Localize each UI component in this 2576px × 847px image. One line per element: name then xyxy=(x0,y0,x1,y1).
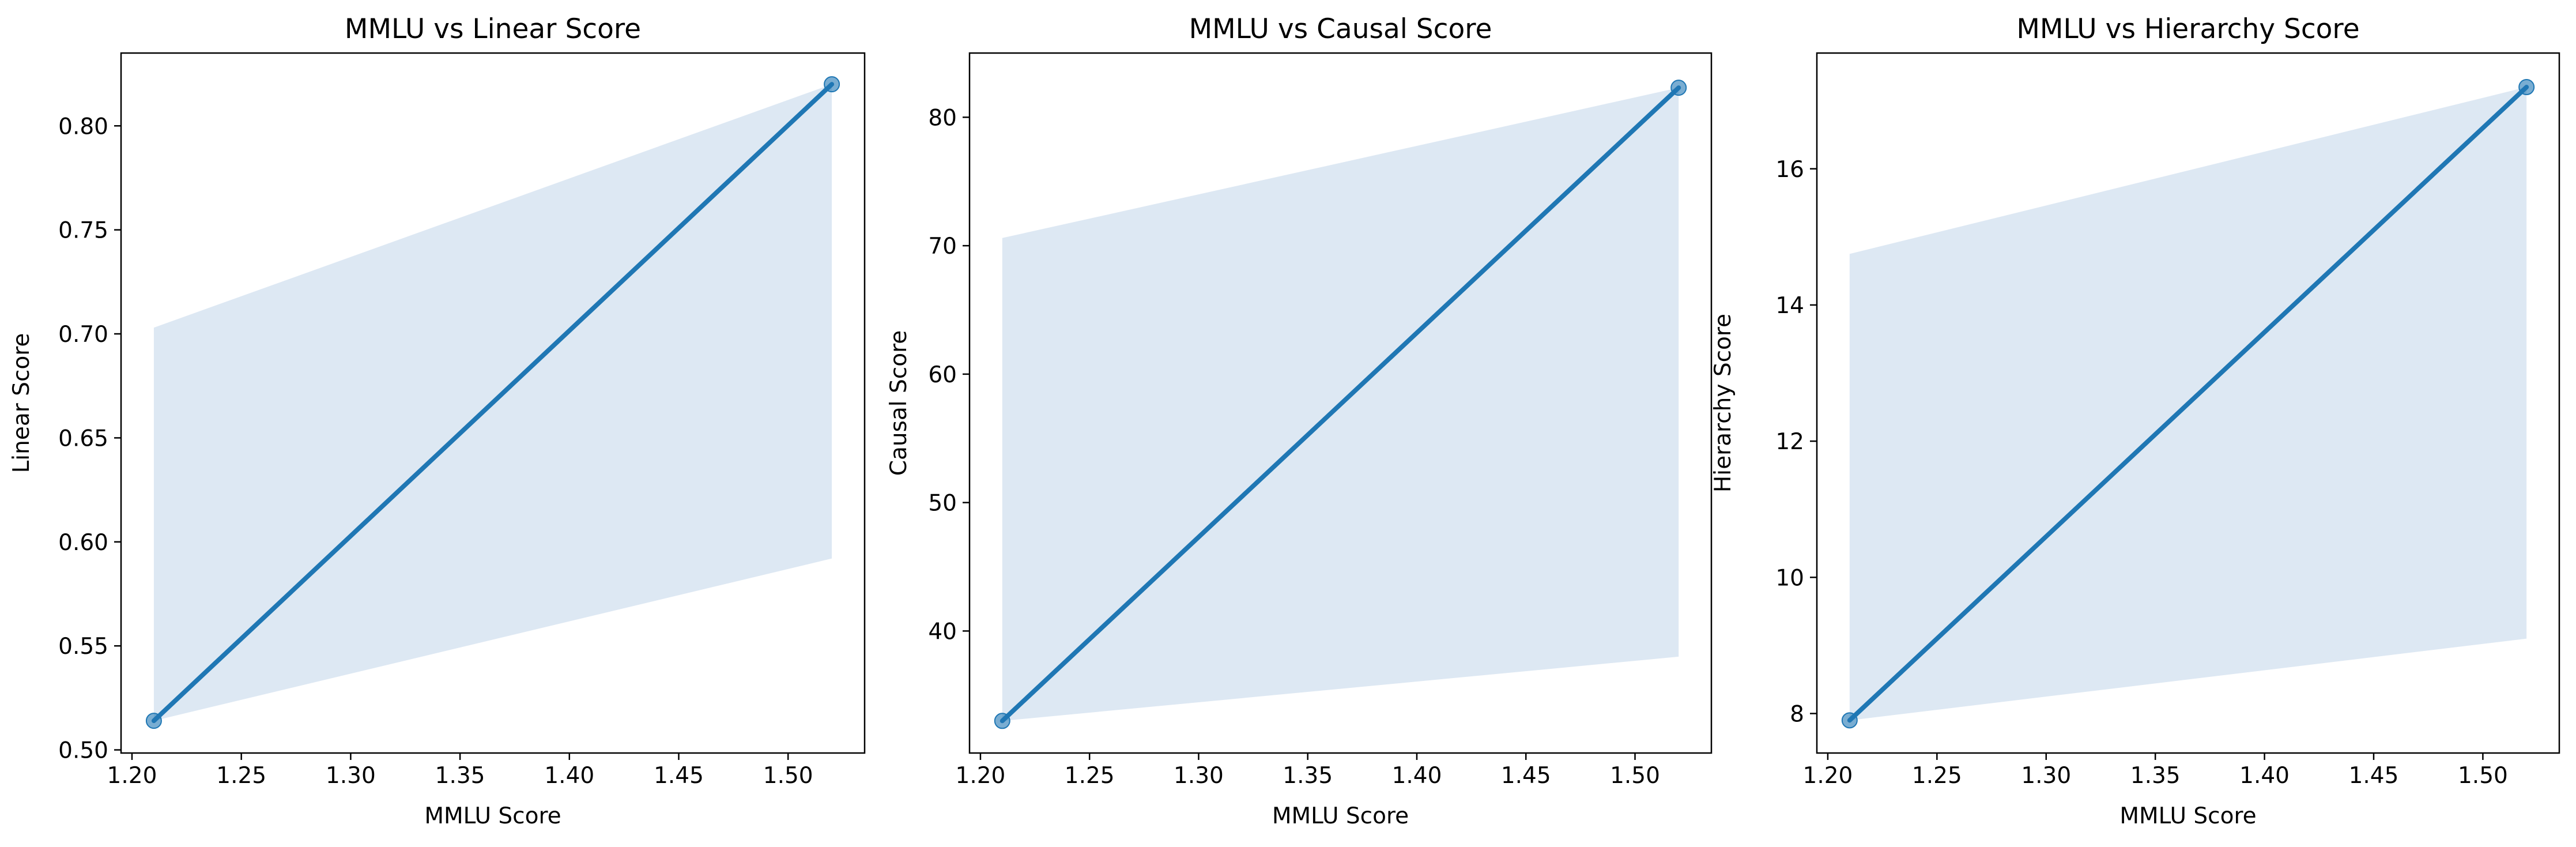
data-point-1 xyxy=(145,713,162,729)
x-tick-label: 1.40 xyxy=(1392,763,1442,789)
data-point-2 xyxy=(824,76,840,93)
x-tick-label: 1.40 xyxy=(544,763,594,789)
x-tick-label: 1.25 xyxy=(216,763,266,789)
x-tick-label: 1.30 xyxy=(1174,763,1224,789)
data-point-1 xyxy=(994,713,1010,729)
y-tick-label: 0.80 xyxy=(58,114,108,140)
x-tick-label: 1.35 xyxy=(1283,763,1333,789)
x-tick-label: 1.25 xyxy=(1065,763,1115,789)
y-tick-label: 60 xyxy=(928,362,957,388)
y-tick-label: 14 xyxy=(1775,293,1804,319)
data-point-2 xyxy=(2518,79,2535,96)
y-tick-label: 80 xyxy=(928,105,957,131)
x-tick-label: 1.30 xyxy=(326,763,376,789)
y-tick-label: 12 xyxy=(1775,429,1804,455)
x-tick-label: 1.45 xyxy=(1501,763,1551,789)
y-tick-label: 0.75 xyxy=(58,218,108,244)
y-axis-label: Hierarchy Score xyxy=(1710,314,1736,492)
x-axis-label: MMLU Score xyxy=(424,803,561,829)
x-tick-label: 1.20 xyxy=(1803,763,1853,789)
x-tick-label: 1.45 xyxy=(2349,763,2399,789)
x-tick-label: 1.30 xyxy=(2021,763,2071,789)
x-tick-label: 1.50 xyxy=(763,763,813,789)
x-tick-label: 1.20 xyxy=(956,763,1006,789)
chart-title: MMLU vs Linear Score xyxy=(345,13,641,45)
y-tick-label: 0.65 xyxy=(58,426,108,451)
x-tick-label: 1.25 xyxy=(1912,763,1962,789)
x-tick-label: 1.50 xyxy=(2458,763,2508,789)
y-tick-label: 0.60 xyxy=(58,530,108,556)
axes-frame xyxy=(1816,52,2560,754)
x-tick-label: 1.40 xyxy=(2239,763,2290,789)
chart-panel-1: 1.20 1.25 1.30 1.35 1.40 1.45 1.50 0.50 0.55 0.60… xyxy=(9,13,866,829)
chart-title: MMLU vs Causal Score xyxy=(1189,13,1492,45)
y-tick-label: 16 xyxy=(1775,157,1804,183)
regression-line xyxy=(1000,85,1681,724)
y-tick-label: 10 xyxy=(1775,565,1804,591)
y-tick-label: 40 xyxy=(928,619,957,645)
y-tick-label: 0.70 xyxy=(58,322,108,348)
axes-frame xyxy=(968,52,1713,754)
x-axis-label: MMLU Score xyxy=(1272,803,1409,829)
y-tick-label: 0.55 xyxy=(58,634,108,660)
x-tick-label: 1.35 xyxy=(435,763,485,789)
chart-title: MMLU vs Hierarchy Score xyxy=(2016,13,2359,45)
y-axis-label: Causal Score xyxy=(886,330,912,476)
regression-line xyxy=(151,82,835,724)
axes-frame xyxy=(120,52,866,754)
y-axis-label: Linear Score xyxy=(9,333,35,473)
x-tick-label: 1.20 xyxy=(107,763,157,789)
x-tick-label: 1.45 xyxy=(654,763,704,789)
chart-panel-3: 1.20 1.25 1.30 1.35 1.40 1.45 1.50 8 10 12 14 16 MML… xyxy=(1710,13,2560,829)
x-tick-label: 1.50 xyxy=(1610,763,1660,789)
chart-panel-2: 1.20 1.25 1.30 1.35 1.40 1.45 1.50 40 50 60 70 80 MM… xyxy=(886,13,1713,829)
y-tick-label: 0.50 xyxy=(58,738,108,764)
x-axis-label: MMLU Score xyxy=(2119,803,2256,829)
x-tick-label: 1.35 xyxy=(2130,763,2181,789)
regression-line xyxy=(1847,85,2529,723)
data-point-1 xyxy=(1841,712,1858,729)
y-tick-label: 50 xyxy=(928,491,957,517)
data-point-2 xyxy=(1670,80,1687,96)
y-tick-label: 70 xyxy=(928,234,957,259)
y-tick-label: 8 xyxy=(1790,702,1804,728)
